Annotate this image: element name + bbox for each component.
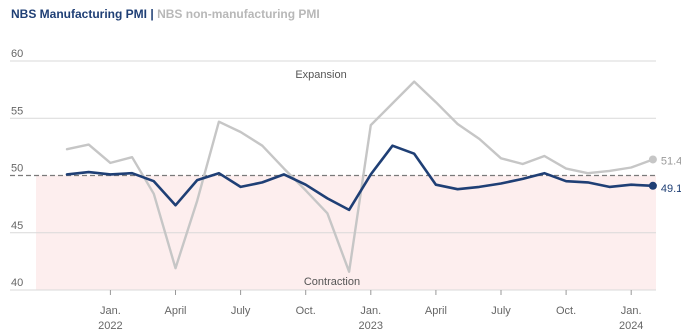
x-tick-label: April: [425, 305, 447, 317]
x-tick-label: Oct.: [556, 305, 576, 317]
y-tick-label: 50: [11, 163, 23, 175]
title-non-manufacturing: NBS non-manufacturing PMI: [157, 7, 320, 21]
x-tick-label: July: [491, 305, 511, 317]
end-label-non-manufacturing: 51.4: [661, 155, 681, 167]
y-tick-label: 45: [11, 220, 23, 232]
title-manufacturing: NBS Manufacturing PMI: [11, 7, 148, 21]
annotation-expansion: Expansion: [295, 69, 346, 81]
series-line-manufacturing: [65, 144, 655, 212]
end-label-manufacturing: 49.1: [661, 183, 681, 195]
x-tick-label: July: [231, 305, 251, 317]
y-tick-label: 40: [11, 277, 23, 289]
annotation-contraction: Contraction: [304, 276, 360, 288]
x-tick-label: April: [164, 305, 186, 317]
x-tick-label: Jan.: [100, 305, 121, 317]
x-tick-year-label: 2023: [359, 320, 383, 332]
x-tick-label: Jan.: [360, 305, 381, 317]
x-tick-year-label: 2022: [98, 320, 122, 332]
chart-title: NBS Manufacturing PMI | NBS non-manufact…: [11, 7, 320, 21]
title-separator: |: [150, 7, 154, 21]
x-tick-label: Oct.: [296, 305, 316, 317]
x-tick-year-label: 2024: [619, 320, 643, 332]
x-tick-label: Jan.: [621, 305, 642, 317]
end-point-non-manufacturing: [648, 155, 657, 164]
y-tick-label: 55: [11, 105, 23, 117]
series-line-non-manufacturing: [65, 80, 655, 273]
end-point-manufacturing: [648, 181, 657, 190]
y-tick-label: 60: [11, 48, 23, 60]
